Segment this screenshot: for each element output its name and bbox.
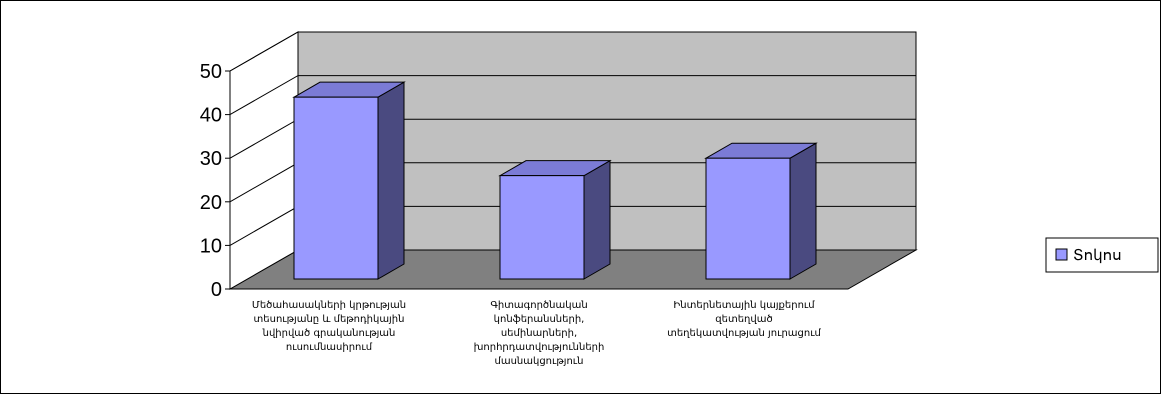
gridline (229, 75, 916, 116)
y-tick-label: 30 (200, 148, 222, 170)
bar-side (789, 142, 817, 280)
legend-label: Տոկոս (1073, 247, 1122, 264)
y-tick-label: 50 (200, 61, 222, 83)
bar-front (293, 96, 379, 280)
bar (704, 142, 818, 280)
y-tick-label: 10 (200, 235, 222, 257)
y-tick-label: 40 (200, 105, 222, 127)
gridline (229, 31, 916, 72)
y-tick-label: 0 (211, 279, 222, 301)
bar-side (583, 159, 611, 280)
x-category-label: Ինտերնետային կայքերում զետեղված տեղեկատվու… (667, 300, 821, 339)
y-tick-label: 20 (200, 192, 222, 214)
x-category-label: Գիտագործնական կոնֆերանսների, սեմինարների, խ… (474, 300, 605, 367)
bar-side (377, 81, 405, 280)
legend-swatch (1055, 248, 1068, 261)
chart-side-wall (229, 31, 299, 290)
bar (292, 81, 406, 280)
bar (498, 159, 612, 280)
bar-front (499, 175, 585, 280)
x-category-label: Մեծահասակների կրթության տեսությանը և մեթո… (252, 300, 406, 353)
bar-front (705, 157, 791, 280)
